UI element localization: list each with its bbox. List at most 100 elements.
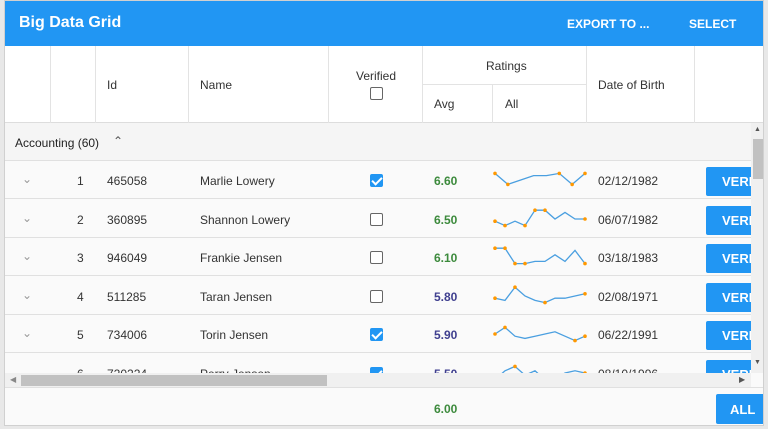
row-id: 511285 — [107, 289, 147, 304]
row-name: Taran Jensen — [200, 289, 273, 304]
verified-checkbox[interactable] — [370, 174, 383, 187]
header-all-label: All — [505, 97, 519, 111]
row-name: Shannon Lowery — [200, 212, 291, 227]
header-expander — [5, 46, 51, 123]
table-row[interactable]: ⌄ 6 720224 Perry Jensen 5.50 08/10/1996 … — [5, 353, 751, 374]
chevron-down-icon[interactable]: ⌄ — [22, 210, 33, 225]
row-name: Perry Jensen — [200, 367, 271, 374]
group-row[interactable]: Accounting (60) ⌃ — [5, 123, 751, 161]
scroll-up-icon[interactable]: ▲ — [754, 126, 761, 133]
row-avg: 6.10 — [434, 251, 458, 265]
horizontal-scrollbar[interactable]: ◀ ▶ — [5, 373, 751, 387]
row-avg: 6.60 — [434, 174, 458, 188]
header-all[interactable]: All — [493, 85, 587, 123]
header-verified[interactable]: Verified — [329, 46, 423, 123]
sparkline-marker — [583, 370, 587, 373]
row-name: Frankie Jensen — [200, 251, 283, 265]
select-all-checkbox[interactable] — [370, 87, 383, 100]
verified-checkbox[interactable] — [370, 328, 383, 341]
row-dob: 02/12/1982 — [598, 174, 659, 188]
verify-button[interactable]: VERI — [706, 282, 751, 312]
data-rows: ⌄ 1 465058 Marlie Lowery 6.60 02/12/1982… — [5, 161, 751, 373]
row-index: 2 — [77, 212, 84, 227]
sparkline-marker — [493, 171, 497, 176]
verify-button[interactable]: VERI — [706, 167, 751, 196]
ratings-sparkline — [493, 284, 587, 304]
verified-checkbox[interactable] — [370, 366, 383, 373]
row-id: 465058 — [107, 174, 148, 188]
ratings-sparkline — [493, 171, 587, 187]
chevron-down-icon[interactable]: ⌄ — [22, 172, 33, 186]
verify-button[interactable]: VERI — [706, 205, 751, 235]
verify-button[interactable]: VERI — [706, 244, 751, 273]
sparkline-line — [494, 209, 585, 226]
sparkline-marker — [523, 261, 527, 266]
verify-button[interactable]: VERI — [706, 359, 751, 373]
header-ratings: Ratings — [423, 46, 587, 85]
row-index: 4 — [77, 289, 84, 304]
horizontal-scroll-thumb[interactable] — [21, 375, 327, 386]
row-avg: 5.80 — [434, 289, 458, 304]
verified-checkbox[interactable] — [370, 212, 383, 226]
row-id: 720224 — [107, 367, 147, 374]
sparkline-line — [500, 365, 586, 373]
header-ratings-label: Ratings — [486, 59, 527, 73]
sparkline-marker — [557, 171, 562, 176]
verify-all-button[interactable]: ALL — [716, 394, 763, 424]
header-name[interactable]: Name — [189, 46, 329, 123]
sparkline-marker — [513, 364, 517, 368]
header-avg[interactable]: Avg — [423, 85, 493, 123]
chevron-down-icon[interactable]: ⌄ — [22, 287, 33, 302]
header-avg-label: Avg — [434, 97, 455, 111]
header-id[interactable]: Id — [96, 46, 189, 123]
header-name-label: Name — [200, 78, 233, 92]
select-button[interactable]: SELECT — [689, 17, 737, 31]
verify-button[interactable]: VERI — [706, 321, 751, 350]
sparkline-marker — [493, 246, 497, 250]
table-row[interactable]: ⌄ 4 511285 Taran Jensen 5.80 02/08/1971 … — [5, 276, 751, 315]
sparkline-line — [494, 326, 586, 342]
scroll-down-icon[interactable]: ▼ — [754, 359, 761, 366]
sparkline-marker — [533, 207, 537, 212]
table-row[interactable]: ⌄ 1 465058 Marlie Lowery 6.60 02/12/1982… — [5, 161, 751, 199]
chevron-down-icon[interactable]: ⌄ — [22, 326, 33, 340]
sparkline-marker — [543, 207, 547, 212]
sparkline-marker — [583, 334, 587, 338]
header-dob[interactable]: Date of Birth — [587, 46, 695, 123]
chevron-down-icon[interactable]: ⌄ — [22, 249, 33, 263]
ratings-sparkline — [493, 325, 587, 343]
header-verified-label: Verified — [356, 69, 397, 83]
sparkline-marker — [493, 295, 497, 300]
chevron-up-icon[interactable]: ⌃ — [113, 134, 124, 148]
scroll-left-icon[interactable]: ◀ — [10, 375, 17, 384]
scroll-right-icon[interactable]: ▶ — [739, 375, 746, 384]
ratings-sparkline — [493, 207, 587, 227]
table-row[interactable]: ⌄ 3 946049 Frankie Jensen 6.10 03/18/198… — [5, 238, 751, 276]
header-index — [51, 46, 96, 123]
row-dob: 06/07/1982 — [598, 212, 659, 227]
row-index: 1 — [77, 174, 84, 188]
row-name: Marlie Lowery — [200, 174, 275, 188]
grid-window: Big Data Grid EXPORT TO ... SELECT Id Na… — [4, 0, 764, 426]
row-id: 946049 — [107, 251, 148, 265]
row-id: 734006 — [107, 328, 148, 342]
footer-avg: 6.00 — [434, 402, 458, 416]
vertical-scroll-thumb[interactable] — [753, 139, 763, 179]
export-button[interactable]: EXPORT TO ... — [567, 17, 650, 31]
row-index: 5 — [77, 328, 84, 342]
verified-checkbox[interactable] — [370, 251, 383, 264]
chevron-down-icon[interactable]: ⌄ — [22, 364, 33, 374]
verified-checkbox[interactable] — [370, 289, 383, 303]
app-bar: Big Data Grid EXPORT TO ... SELECT — [5, 1, 763, 46]
sparkline-marker — [583, 216, 587, 221]
table-row[interactable]: ⌄ 2 360895 Shannon Lowery 6.50 06/07/198… — [5, 199, 751, 238]
sparkline-marker — [506, 182, 510, 187]
sparkline-marker — [573, 338, 577, 343]
row-avg: 5.90 — [434, 328, 458, 342]
row-avg: 5.50 — [434, 367, 457, 374]
vertical-scrollbar[interactable]: ▲ ▼ — [751, 123, 763, 373]
table-row[interactable]: ⌄ 5 734006 Torin Jensen 5.90 06/22/1991 … — [5, 315, 751, 353]
ratings-sparkline — [500, 364, 587, 373]
row-name: Torin Jensen — [200, 328, 269, 342]
group-label: Accounting (60) — [15, 136, 100, 150]
